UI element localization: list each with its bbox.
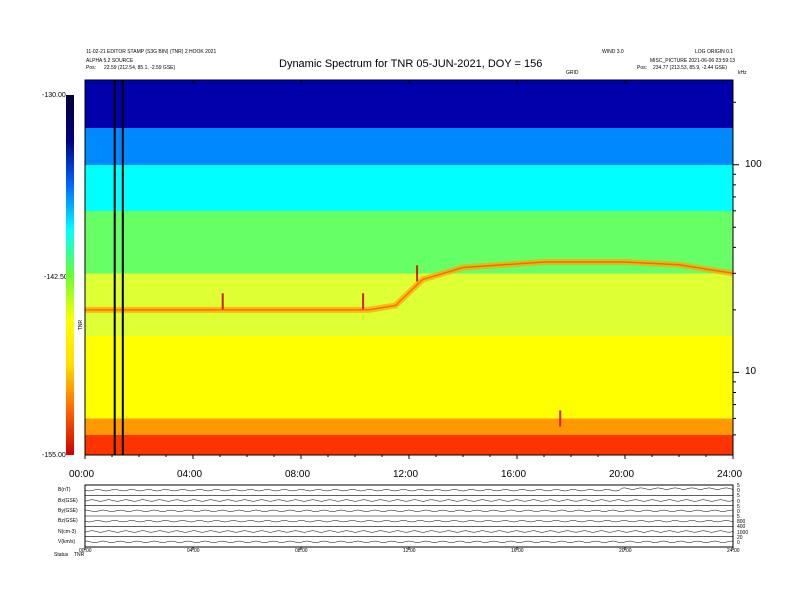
lower-trace bbox=[84, 520, 734, 523]
lower-trace bbox=[84, 540, 734, 543]
spectrum-field bbox=[85, 80, 733, 455]
x-axis-ticks bbox=[84, 80, 734, 459]
header-pos-right-value: 234.77 (213.53, 85.9, -2.44 GSE) bbox=[653, 65, 727, 71]
lower-x-tick-label: 20:00 bbox=[619, 548, 632, 554]
lower-row-label: Bx(GSE) bbox=[58, 497, 78, 504]
lower-trace bbox=[84, 509, 734, 512]
lower-x-tick-label: 24:00 bbox=[727, 548, 740, 554]
lower-right-label: 0 bbox=[737, 488, 740, 495]
emission-ridge bbox=[85, 261, 734, 311]
lower-x-tick-label: 12:00 bbox=[403, 548, 416, 554]
header-source-line: 11-02-21 EDITOR STAMP (S3G BIN) (TNR) 2 … bbox=[86, 49, 217, 55]
lower-row-label: B(nT) bbox=[58, 487, 71, 494]
colorbar bbox=[66, 95, 74, 455]
lower-row-label: N(cm-3) bbox=[58, 528, 77, 535]
spectrum-marks bbox=[113, 80, 562, 455]
x-tick-label: 12:00 bbox=[393, 469, 419, 480]
y-tick-label: 100 bbox=[745, 158, 762, 170]
lower-trace bbox=[84, 499, 734, 502]
lower-trace bbox=[84, 487, 734, 492]
x-tick-label: 16:00 bbox=[501, 469, 527, 480]
status-label: Status bbox=[54, 552, 69, 558]
lower-x-tick-label: 16:00 bbox=[511, 548, 524, 554]
x-tick-label: 20:00 bbox=[609, 469, 635, 480]
status-value: TNR bbox=[74, 552, 85, 558]
y-axis-ticks bbox=[733, 101, 739, 436]
header-alpha-line: ALPHA 5.2 SOURCE bbox=[86, 58, 134, 64]
spectrum-overlays bbox=[85, 259, 734, 313]
lower-row-label: By(GSE) bbox=[58, 507, 78, 514]
lower-right-label: 5 bbox=[737, 483, 740, 489]
x-tick-label: 00:00 bbox=[69, 469, 95, 480]
lower-right-label: 5 bbox=[737, 503, 740, 510]
lower-right-label: 0 bbox=[737, 539, 740, 546]
colorbar-tick-mid: -142.50 bbox=[44, 274, 68, 281]
header-right-line1: WIND 3.0 bbox=[602, 49, 624, 55]
header-pos-right-label: Pos: bbox=[637, 65, 648, 71]
lower-right-label: 400 bbox=[737, 524, 746, 531]
grid-marker-label: GRID bbox=[566, 70, 579, 76]
lower-right-label: 0 bbox=[737, 498, 740, 505]
lower-right-label: 0 bbox=[737, 508, 740, 515]
lower-trace bbox=[84, 530, 734, 533]
x-tick-label: 08:00 bbox=[285, 469, 311, 480]
y-tick-label: 10 bbox=[745, 366, 757, 378]
lower-x-tick-label: 04:00 bbox=[187, 548, 200, 554]
lower-row-label: Bz(GSE) bbox=[58, 518, 78, 525]
header-right-line2: LOG ORIGIN 0.1 bbox=[695, 49, 734, 55]
colorbar-tick-bottom: -155.00 bbox=[42, 452, 66, 459]
lower-panel bbox=[84, 484, 734, 550]
lower-x-tick-label: 08:00 bbox=[295, 548, 308, 554]
header-pos-left-value: 22.59 (212.54, 85.1, -2.59 GSE) bbox=[104, 65, 176, 71]
x-tick-label: 04:00 bbox=[177, 469, 203, 480]
corner-unit-label: kHz bbox=[738, 70, 747, 76]
lower-row-label: V(km/s) bbox=[58, 538, 76, 545]
header-pos-left-label: Pos: bbox=[86, 65, 97, 71]
chart-title: Dynamic Spectrum for TNR 05-JUN-2021, DO… bbox=[279, 58, 543, 70]
lower-right-label: 800 bbox=[737, 519, 746, 526]
colorbar-tick-top: -130.00 bbox=[42, 92, 66, 99]
x-tick-label: 24:00 bbox=[717, 469, 743, 480]
lower-right-label: 20 bbox=[737, 534, 743, 541]
lower-right-label: 1000 bbox=[737, 529, 749, 536]
header-right-line3: MISC_PICTURE 2021-06-06 23:59:13 bbox=[650, 58, 736, 64]
lower-right-label: 5 bbox=[737, 514, 740, 520]
lower-right-label: 5 bbox=[737, 493, 740, 500]
lower-x-tick-label: 00:00 bbox=[79, 548, 92, 554]
